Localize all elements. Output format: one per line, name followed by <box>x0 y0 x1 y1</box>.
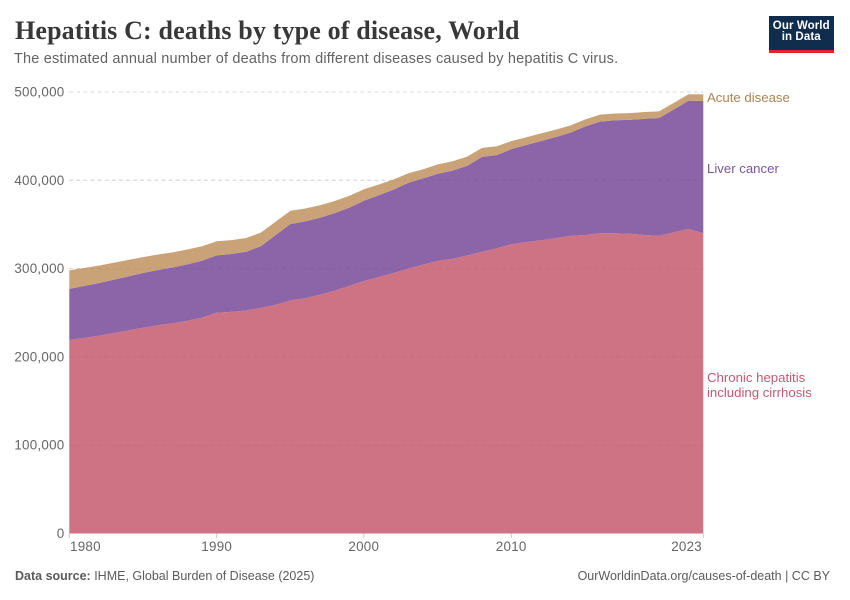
svg-text:1980: 1980 <box>70 539 101 554</box>
svg-text:100,000: 100,000 <box>14 438 64 453</box>
svg-text:300,000: 300,000 <box>14 261 64 276</box>
svg-text:2010: 2010 <box>496 539 527 554</box>
svg-text:1990: 1990 <box>201 539 232 554</box>
svg-text:2000: 2000 <box>348 539 379 554</box>
svg-text:0: 0 <box>57 526 65 541</box>
svg-text:2023: 2023 <box>671 539 702 554</box>
svg-text:500,000: 500,000 <box>14 85 64 100</box>
svg-text:400,000: 400,000 <box>14 173 64 188</box>
svg-text:200,000: 200,000 <box>14 349 64 364</box>
